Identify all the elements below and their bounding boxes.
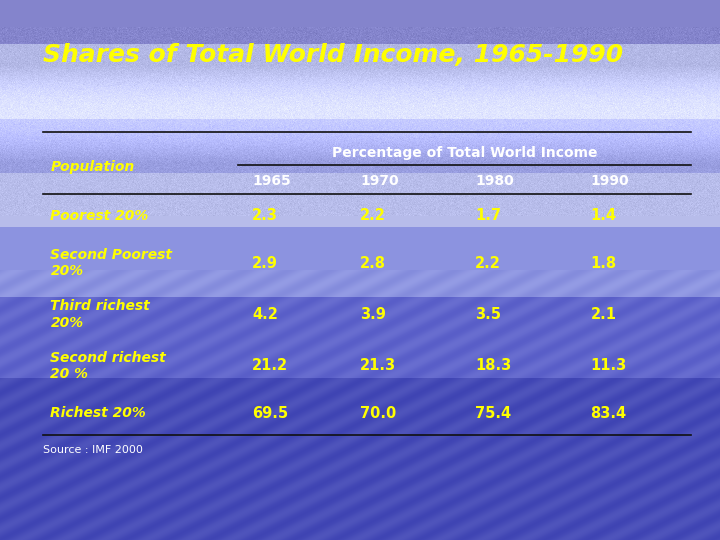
Text: 1.4: 1.4	[590, 208, 616, 224]
Text: Source : IMF 2000: Source : IMF 2000	[43, 446, 143, 456]
Text: 69.5: 69.5	[252, 406, 288, 421]
Text: 1.8: 1.8	[590, 256, 616, 271]
Text: 18.3: 18.3	[475, 359, 511, 373]
Text: 3.5: 3.5	[475, 307, 501, 322]
Text: 21.2: 21.2	[252, 359, 288, 373]
Text: 3.9: 3.9	[360, 307, 386, 322]
Text: 2.2: 2.2	[360, 208, 386, 224]
Text: Population: Population	[50, 160, 135, 174]
Text: Percentage of Total World Income: Percentage of Total World Income	[332, 146, 597, 160]
Text: 75.4: 75.4	[475, 406, 511, 421]
Text: 11.3: 11.3	[590, 359, 626, 373]
Text: 1990: 1990	[590, 174, 629, 188]
Text: Shares of Total World Income, 1965-1990: Shares of Total World Income, 1965-1990	[43, 43, 624, 67]
Text: 83.4: 83.4	[590, 406, 626, 421]
Text: Second richest
20 %: Second richest 20 %	[50, 351, 166, 381]
Text: 2.2: 2.2	[475, 256, 501, 271]
Text: 1.7: 1.7	[475, 208, 501, 224]
Text: 21.3: 21.3	[360, 359, 396, 373]
Text: 2.3: 2.3	[252, 208, 278, 224]
Text: Second Poorest
20%: Second Poorest 20%	[50, 248, 172, 278]
Text: Richest 20%: Richest 20%	[50, 406, 146, 420]
Text: 70.0: 70.0	[360, 406, 396, 421]
Text: Third richest
20%: Third richest 20%	[50, 300, 150, 329]
Text: 2.8: 2.8	[360, 256, 386, 271]
Text: 1980: 1980	[475, 174, 514, 188]
Text: 4.2: 4.2	[252, 307, 278, 322]
Text: Poorest 20%: Poorest 20%	[50, 209, 148, 223]
Text: 1965: 1965	[252, 174, 291, 188]
Text: 2.1: 2.1	[590, 307, 616, 322]
Text: 2.9: 2.9	[252, 256, 278, 271]
Text: 1970: 1970	[360, 174, 399, 188]
